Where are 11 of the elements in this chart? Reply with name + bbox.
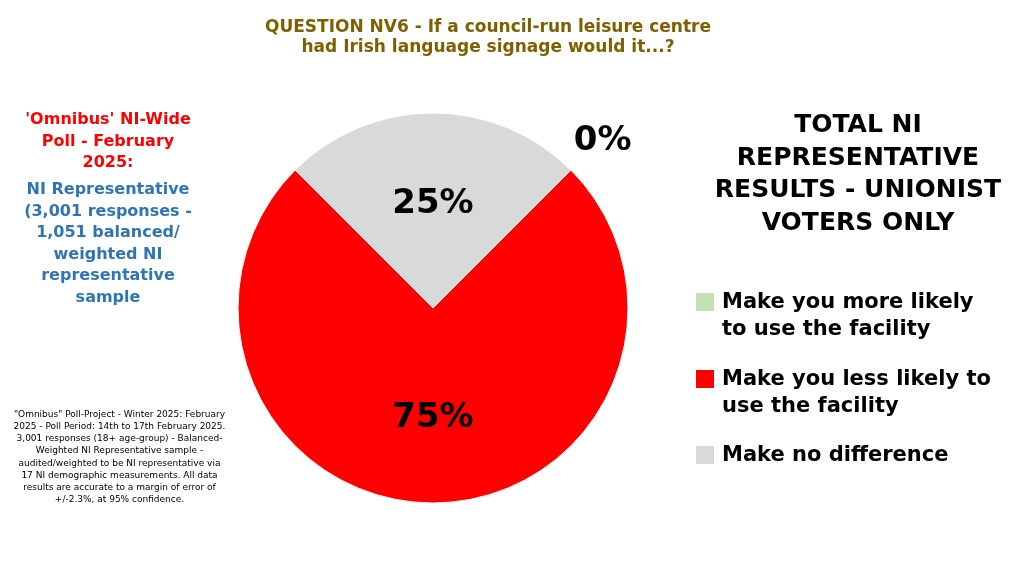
data-label: 25% — [392, 180, 474, 221]
legend-label: Make you less likely to use the facility — [722, 364, 992, 419]
text: 'Omnibus' NI-Wide Poll - February 2025: — [24, 108, 192, 173]
text: NI Representative (3,001 responses - 1,051 balanced/ weighted NI representative sample — [23, 178, 193, 308]
legend-label: Make you more likely to use the facility — [722, 288, 975, 343]
data-label: 75% — [392, 395, 474, 436]
legend-label: Make no difference — [722, 441, 949, 469]
chart-title: QUESTION NV6 - If a council-run leisure centre had Irish language signage would it...? — [264, 16, 712, 56]
text: TOTAL NI REPRESENTATIVE RESULTS - UNIONIST VOTERS ONLY — [713, 108, 1003, 238]
text: 0% — [573, 118, 632, 159]
text: "Omnibus" Poll-Project - Winter 2025: February 2025 - Poll Period: 14th to 17th February 2025. 3,001 responses (18+ age-group) - Balanced-Weighted NI Representative sample - audited/weighted to be NI representative via 17 NI demographic measurements. All data results are accurate to a margin of error of +/-2.3%, at 95% confidence. — [12, 408, 227, 506]
